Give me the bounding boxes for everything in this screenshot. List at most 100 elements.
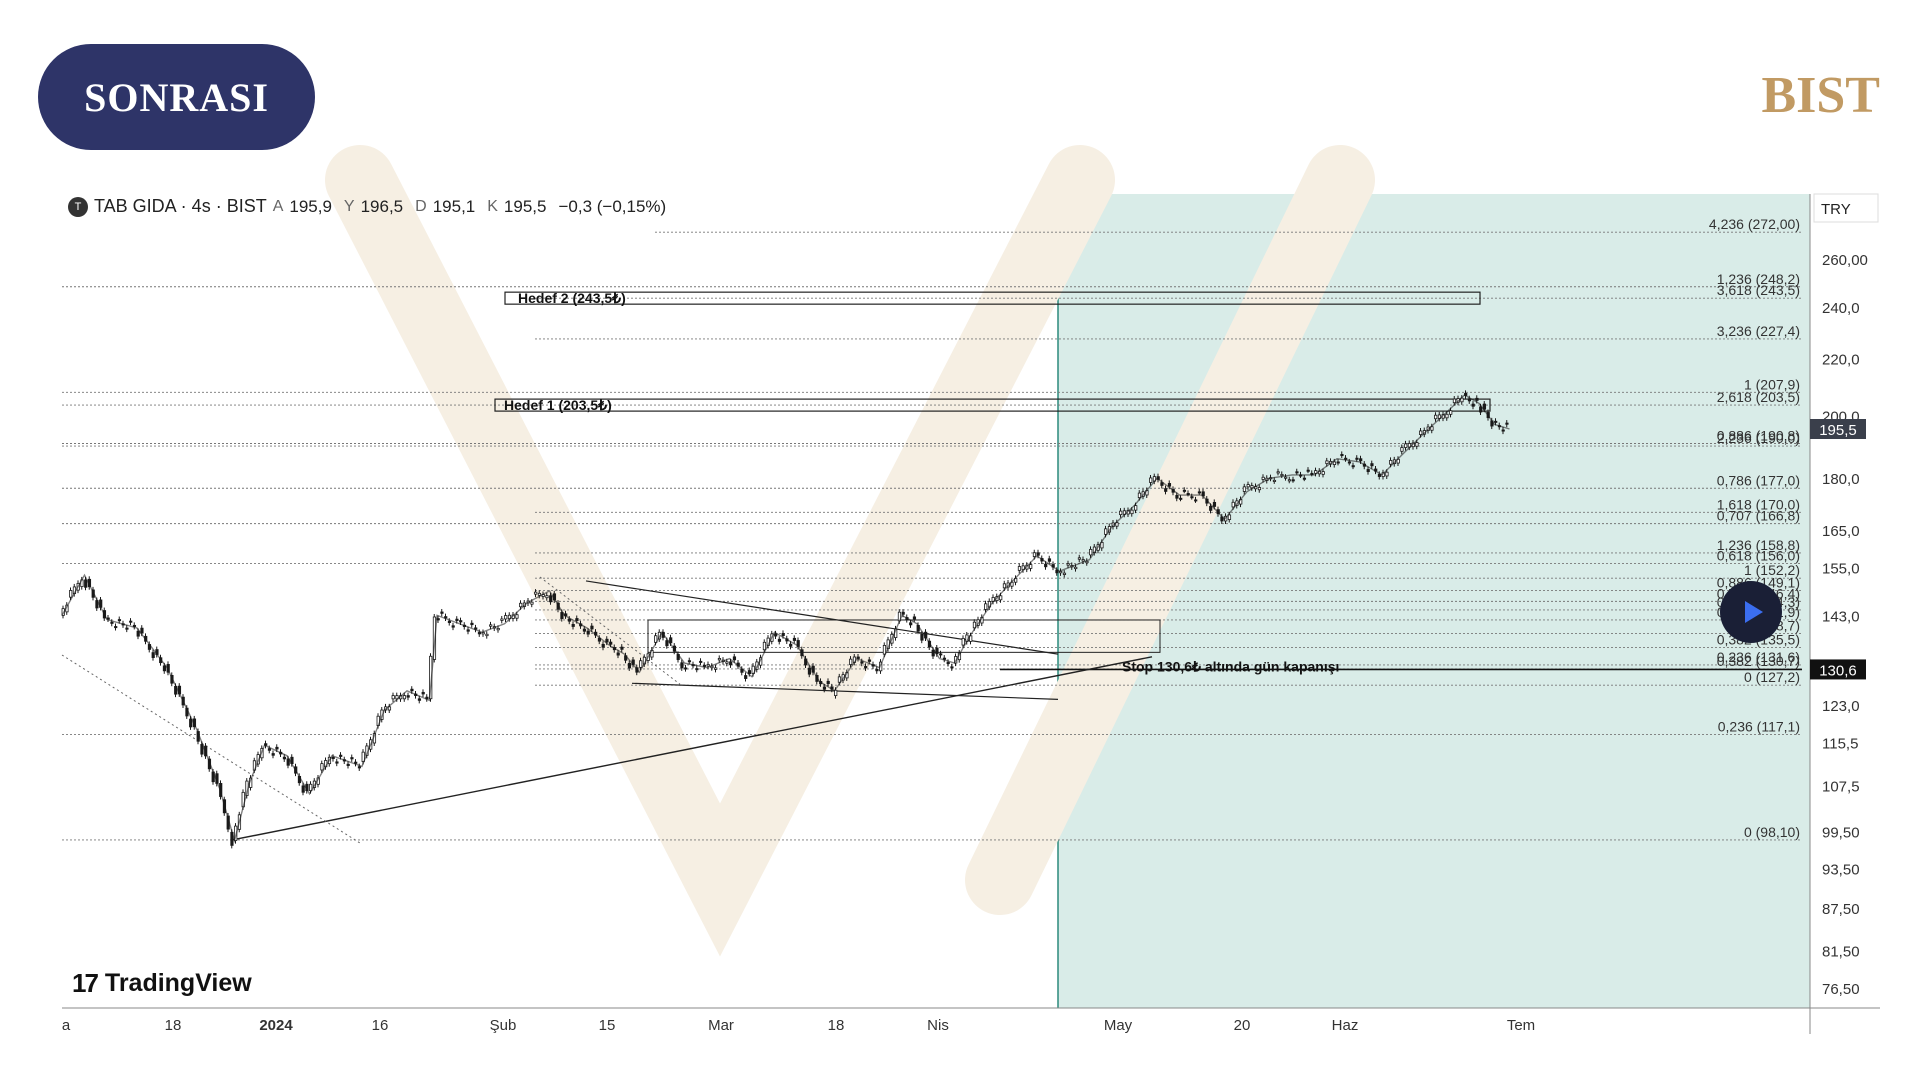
candle-body (500, 618, 504, 621)
candle-body (1340, 454, 1344, 457)
fib-level-label: 4,236 (272,00) (1709, 216, 1800, 232)
candle-body (1137, 492, 1142, 499)
x-tick-label: 16 (372, 1017, 389, 1034)
candle-body (451, 625, 455, 628)
candle-body (1336, 461, 1340, 464)
candle-body (571, 623, 575, 627)
candle-body (346, 763, 350, 766)
candle-body (1250, 485, 1254, 489)
y-tick-label: 93,50 (1822, 862, 1860, 879)
y-tick-label: 76,50 (1822, 981, 1860, 998)
fib-level-label: 1,618 (170,0) (1717, 496, 1800, 512)
y-tick-label: 123,0 (1822, 698, 1860, 715)
candle-body (320, 763, 324, 771)
candle-body (1246, 484, 1250, 488)
play-button[interactable] (1720, 581, 1782, 643)
open-value: 195,9 (289, 196, 332, 216)
candle-body (939, 653, 943, 656)
candle-body (301, 785, 305, 793)
target-1-label: Hedef 1 (203,5₺) (504, 397, 612, 413)
candle-body (1400, 447, 1404, 452)
fib-level-label: 3,236 (227,4) (1717, 323, 1800, 339)
candle-body (1280, 474, 1284, 477)
candle-body (440, 611, 444, 614)
candle-body (747, 670, 752, 674)
candle-body (271, 753, 275, 756)
consolidation-box (647, 619, 1161, 653)
candle-body (732, 656, 737, 661)
candle-body (699, 660, 703, 663)
candle-body (1017, 566, 1022, 571)
candle-body (717, 657, 722, 661)
candle-body (1467, 398, 1472, 402)
candle-body (1164, 488, 1168, 492)
candle-body (1182, 489, 1187, 492)
fib-level-label: 1 (152,2) (1744, 562, 1800, 578)
fib-level-label: 0,886 (190,8) (1717, 428, 1800, 444)
y-tick-label: 240,0 (1822, 300, 1860, 317)
fib-level-label: 1 (207,9) (1744, 376, 1800, 392)
candle-body (331, 756, 335, 760)
wedge-lower-trendline (631, 682, 1059, 700)
y-tick-label: 180,0 (1822, 471, 1860, 488)
x-tick-label: May (1104, 1017, 1133, 1034)
candle-body (875, 668, 879, 672)
candle-body (504, 615, 508, 620)
candle-body (534, 591, 538, 595)
candle-body (706, 664, 710, 667)
candle-body (1505, 422, 1509, 425)
candle-body (942, 657, 947, 660)
candle-body (1385, 471, 1389, 477)
x-tick-label: Mar (708, 1017, 734, 1034)
candle-body (335, 761, 339, 764)
symbol-logo-icon: T (68, 196, 88, 217)
candle-body (1291, 479, 1295, 482)
candle-body (125, 627, 129, 630)
sonrasi-badge: SONRASI (38, 44, 315, 150)
candle-body (1077, 557, 1082, 560)
candle-body (807, 667, 812, 675)
candle-body (1347, 461, 1352, 464)
candle-body (357, 766, 362, 769)
candle-body (189, 718, 193, 728)
x-tick-label: 20 (1234, 1017, 1251, 1034)
candle-body (1332, 461, 1337, 466)
candle-body (1081, 559, 1085, 562)
candle-body (1494, 420, 1498, 423)
close-value: 195,5 (503, 196, 547, 216)
candle-body (946, 662, 950, 665)
candle-body (680, 662, 684, 669)
candle-body (1074, 566, 1078, 570)
open-label: A (272, 197, 284, 215)
fib-level-label: 0,236 (117,1) (1718, 718, 1800, 734)
price-tag-box (1810, 419, 1866, 440)
y-tick-label: 155,0 (1822, 560, 1860, 577)
candle-body (1415, 442, 1419, 447)
price-tag-label: 130,6 (1819, 662, 1857, 679)
candle-body (864, 665, 868, 669)
candle-body (605, 638, 609, 643)
candle-body (609, 641, 613, 645)
candle-body (1197, 491, 1202, 494)
candle-body (972, 621, 977, 629)
candle-body (545, 595, 549, 599)
candle-body (931, 649, 935, 657)
y-tick-label: 115,5 (1822, 736, 1858, 753)
candle-body (1306, 469, 1310, 472)
background-watermark (325, 145, 1375, 957)
target-1-box (494, 398, 1491, 412)
candle-body (1032, 552, 1037, 557)
currency-box[interactable] (1813, 193, 1879, 223)
candle-body (1501, 429, 1505, 432)
candle-body (1419, 430, 1423, 435)
candle-body (1287, 479, 1292, 482)
candle-body (1351, 465, 1355, 468)
candle-body (1370, 463, 1374, 467)
candle-body (639, 660, 643, 668)
y-tick-label: 143,0 (1822, 608, 1860, 625)
fib-level-label: 0,618 (156,0) (1717, 548, 1800, 564)
candle-body (725, 661, 729, 664)
tradingview-logo: 17 TradingView (72, 968, 252, 999)
symbol-name[interactable]: TAB GIDA · 4s · BIST (94, 196, 267, 216)
